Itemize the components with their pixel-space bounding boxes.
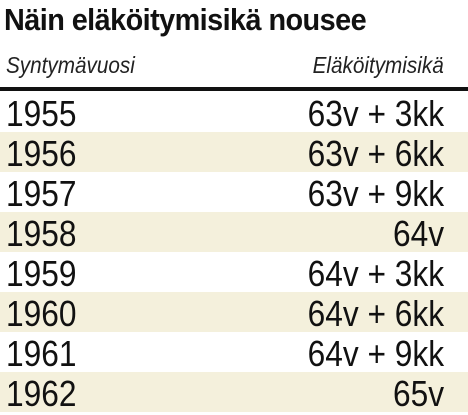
table-header: Syntymävuosi Eläköitymisikä bbox=[0, 52, 468, 84]
table-row: 1957 63v + 9kk bbox=[0, 172, 468, 214]
age-cell: 65v bbox=[392, 373, 444, 414]
header-rule bbox=[0, 87, 468, 91]
table-row: 1956 63v + 6kk bbox=[0, 132, 468, 174]
header-cell: Eläköitymisikä bbox=[312, 52, 444, 78]
age-cell: 63v + 3kk bbox=[307, 93, 444, 134]
year-cell: 1959 bbox=[6, 253, 77, 294]
table-row: 1960 64v + 6kk bbox=[0, 292, 468, 334]
age-cell: 64v + 3kk bbox=[307, 253, 444, 294]
table-row: 1958 64v bbox=[0, 212, 468, 254]
table-row: 1961 64v + 9kk bbox=[0, 332, 468, 374]
table-row: 1955 63v + 3kk bbox=[0, 92, 468, 134]
header-cell: Syntymävuosi bbox=[6, 52, 135, 78]
age-cell: 64v bbox=[392, 213, 444, 254]
age-cell: 64v + 9kk bbox=[307, 333, 444, 374]
year-cell: 1958 bbox=[6, 213, 77, 254]
title: Näin eläköitymisikä nousee bbox=[4, 2, 367, 37]
year-cell: 1962 bbox=[6, 373, 77, 414]
table-body: 1955 63v + 3kk 1956 63v + 6kk 1957 63v + 9kk 1… bbox=[0, 92, 468, 414]
table-row: 1962 65v bbox=[0, 372, 468, 414]
year-cell: 1956 bbox=[6, 133, 77, 174]
year-cell: 1960 bbox=[6, 293, 77, 334]
age-cell: 63v + 6kk bbox=[307, 133, 444, 174]
year-cell: 1961 bbox=[6, 333, 77, 374]
table-row: 1959 64v + 3kk bbox=[0, 252, 468, 294]
year-cell: 1957 bbox=[6, 173, 77, 214]
age-cell: 63v + 9kk bbox=[307, 173, 444, 214]
year-cell: 1955 bbox=[6, 93, 77, 134]
age-cell: 64v + 6kk bbox=[307, 293, 444, 334]
